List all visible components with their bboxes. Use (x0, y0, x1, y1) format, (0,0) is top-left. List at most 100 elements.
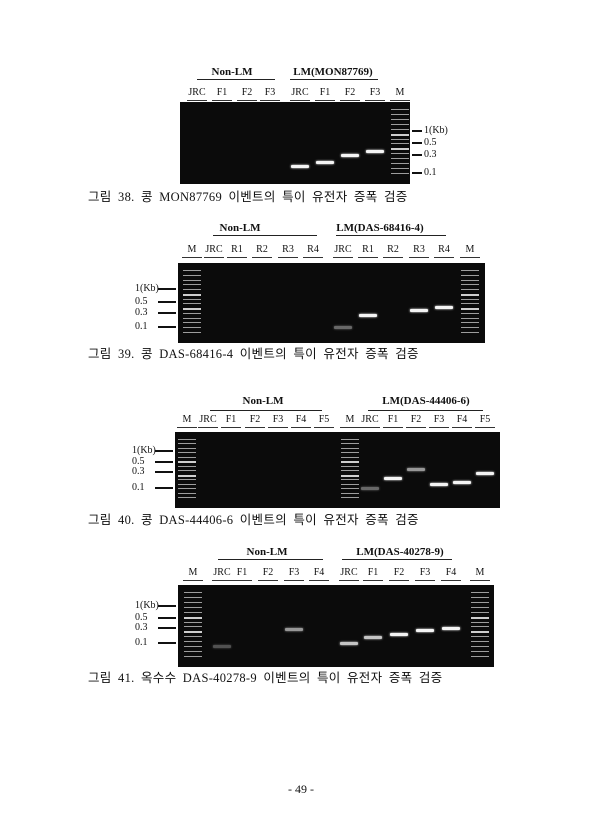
ladder-band (461, 322, 479, 324)
size-label: 0.1 (135, 321, 148, 332)
lane-label: M (465, 244, 475, 255)
ladder-band (471, 606, 489, 608)
tick-line (158, 605, 176, 607)
ladder-band (184, 626, 202, 628)
ladder-band (341, 488, 359, 490)
ladder-band (178, 474, 196, 477)
dna-band (361, 487, 379, 490)
dna-band (213, 645, 231, 649)
ladder-band (178, 461, 196, 464)
lane-label: F1 (236, 567, 248, 578)
ladder-band (183, 303, 201, 305)
ladder-band (341, 479, 359, 481)
dna-band (430, 483, 448, 487)
ladder-band (391, 173, 409, 174)
ladder-band (461, 327, 479, 329)
size-label: 0.5 (132, 456, 145, 467)
ladder-band (341, 492, 359, 494)
size-label: 1(Kb) (135, 283, 159, 294)
ladder-band (183, 332, 201, 333)
dna-band (291, 165, 309, 169)
ladder-band (391, 128, 409, 130)
tick-line (158, 326, 176, 328)
lane-label: R2 (387, 244, 399, 255)
figure-caption: 그림 40. 콩 DAS-44406-6 이벤트의 특이 유전자 증폭 검증 (88, 513, 419, 527)
dna-band (366, 150, 384, 154)
ladder-band (183, 312, 201, 314)
gel-image (178, 263, 485, 343)
dna-band (442, 627, 460, 630)
lane-label: M (187, 244, 197, 255)
lane-label: R4 (307, 244, 319, 255)
lane-underline (290, 100, 310, 101)
ladder-band (178, 483, 196, 485)
figure-caption: 그림 38. 콩 MON87769 이벤트의 특이 유전자 증폭 검증 (88, 190, 408, 204)
lane-underline (406, 427, 426, 428)
group-header: LM(DAS-40278-9) (356, 546, 444, 558)
lane-label: F2 (241, 87, 253, 98)
ladder-band (178, 479, 196, 481)
lane-underline (470, 580, 490, 581)
ladder-band (183, 327, 201, 329)
ladder-band (461, 293, 479, 296)
ladder-band (178, 488, 196, 490)
lane-underline (268, 427, 288, 428)
lane-underline (232, 580, 252, 581)
lane-underline (177, 427, 197, 428)
ladder-band (341, 465, 359, 467)
ladder-band (461, 270, 479, 271)
lane-underline (475, 427, 495, 428)
lane-underline (390, 100, 410, 101)
tick-line (158, 642, 176, 644)
lane-underline (204, 257, 224, 258)
lane-label: R3 (282, 244, 294, 255)
lane-label: JRC (188, 87, 206, 98)
group-line (290, 79, 378, 80)
lane-label: JRC (340, 567, 358, 578)
dna-band (435, 305, 453, 309)
ladder-band (461, 274, 479, 276)
ladder-band (184, 592, 202, 593)
lane-underline (187, 100, 207, 101)
ladder-band (184, 651, 202, 653)
lane-underline (415, 580, 435, 581)
size-label: 0.5 (424, 137, 437, 148)
ladder-band (471, 611, 489, 613)
ladder-band (184, 636, 202, 638)
tick-line (155, 487, 173, 489)
ladder-band (461, 303, 479, 305)
ladder-band (183, 298, 201, 300)
dna-band (407, 467, 425, 471)
lane-underline (278, 257, 298, 258)
ladder-band (391, 153, 409, 155)
ladder-band (184, 601, 202, 603)
lane-underline (434, 257, 454, 258)
dna-band (384, 476, 402, 480)
lane-label: F3 (264, 87, 276, 98)
ladder-band (184, 616, 202, 619)
ladder-band (471, 651, 489, 653)
lane-underline (383, 427, 403, 428)
figure-caption: 그림 39. 콩 DAS-68416-4 이벤트의 특이 유전자 증폭 검증 (88, 347, 419, 361)
ladder-band (471, 646, 489, 648)
ladder-band (178, 447, 196, 449)
lane-underline (365, 100, 385, 101)
size-label: 0.3 (424, 149, 437, 160)
lane-underline (389, 580, 409, 581)
lane-label: M (182, 414, 192, 425)
size-label: 0.1 (132, 482, 145, 493)
lane-underline (358, 257, 378, 258)
lane-label: F3 (369, 87, 381, 98)
ladder-band (471, 596, 489, 598)
dna-band (285, 627, 303, 631)
lane-label: F1 (225, 414, 237, 425)
ladder-band (184, 611, 202, 613)
ladder-band (341, 456, 359, 458)
size-label: 1(Kb) (135, 600, 159, 611)
ladder-band (471, 621, 489, 623)
tick-line (155, 461, 173, 463)
lane-label: F2 (344, 87, 356, 98)
lane-underline (360, 427, 380, 428)
dna-band (341, 154, 359, 157)
lane-label: F5 (479, 414, 491, 425)
